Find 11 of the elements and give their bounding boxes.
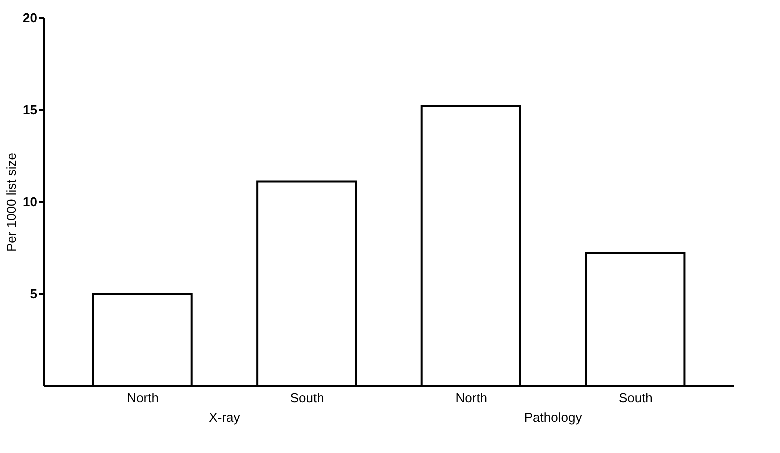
y-axis-title: Per 1000 list size — [4, 153, 20, 252]
y-tick-label: 10 — [23, 194, 38, 210]
x-tick-label: North — [456, 390, 488, 406]
x-tick-label: North — [127, 390, 159, 406]
y-tick-label: 5 — [30, 286, 38, 302]
text: X-ray — [209, 410, 241, 425]
x-tick-label: South — [290, 390, 324, 406]
x-tick-label: South — [618, 390, 653, 406]
y-tick-label: 15 — [23, 102, 38, 118]
text: Pathology — [524, 410, 583, 425]
y-tick-label: 20 — [23, 10, 38, 26]
